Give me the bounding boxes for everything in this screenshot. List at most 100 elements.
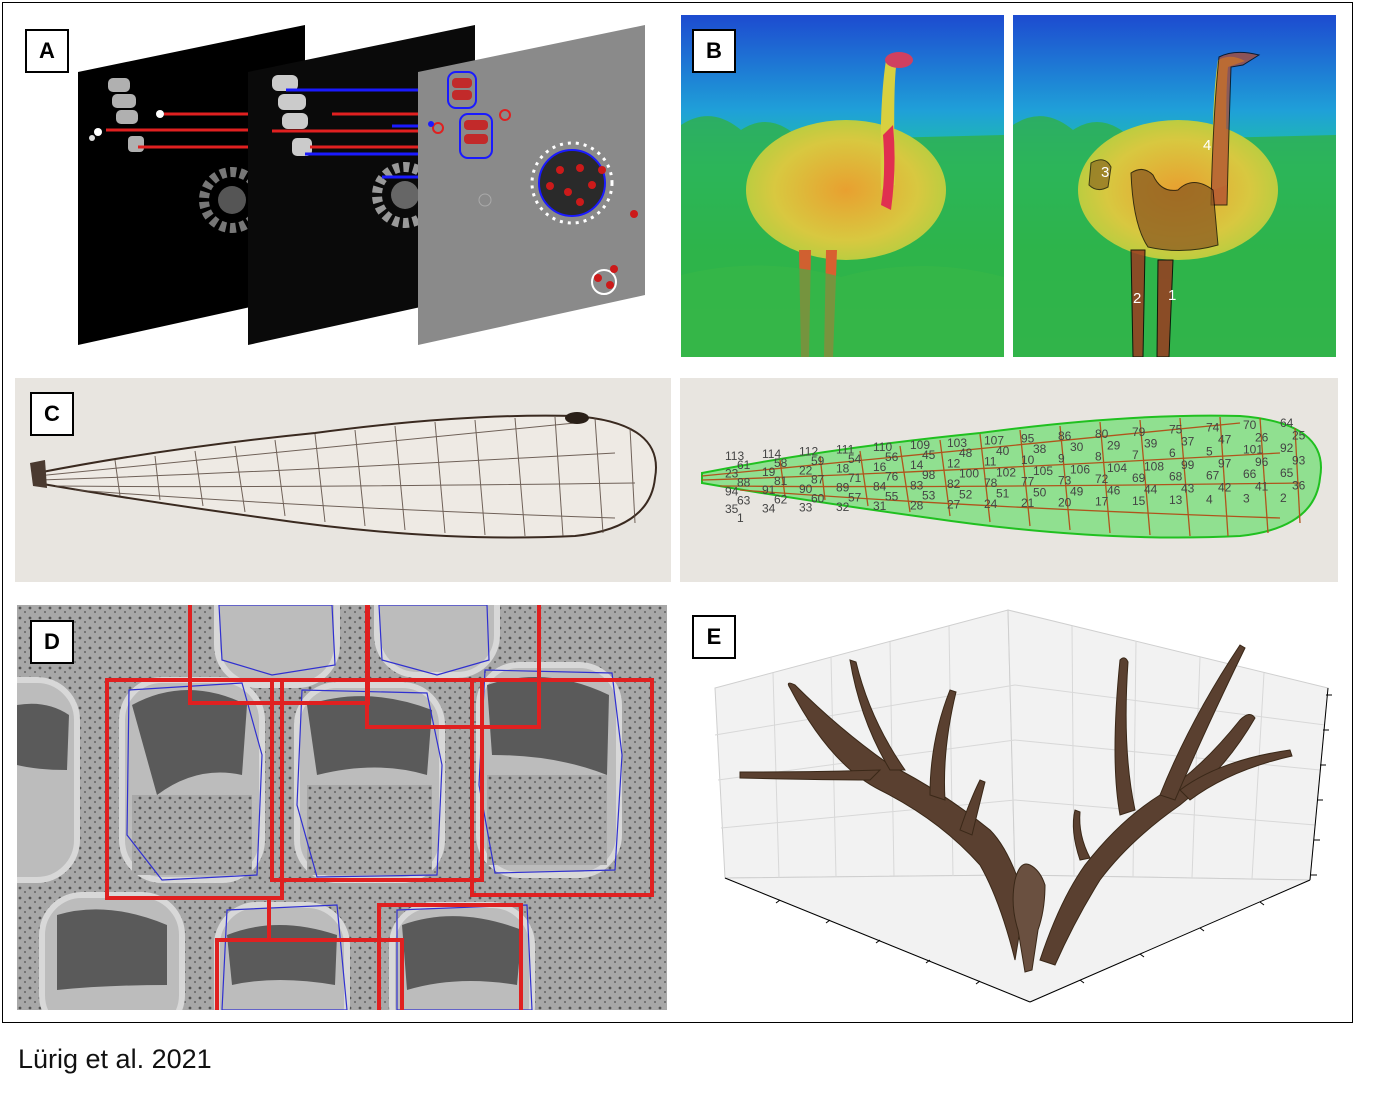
cell-number: 10 <box>1021 453 1035 467</box>
cell-number: 95 <box>1021 431 1035 445</box>
panel-d <box>17 605 667 1010</box>
cell-number: 18 <box>836 462 850 476</box>
cell-number-layer: 113 114 112 111 110 109 103 107 95 86 80 79 75 74 70 64… <box>725 416 1306 525</box>
cell-number: 57 <box>848 490 862 504</box>
cell-number: 33 <box>799 501 813 515</box>
cell-number: 60 <box>811 491 825 505</box>
cell-number: 112 <box>799 445 818 459</box>
cell-number: 107 <box>984 434 1004 448</box>
cell-number: 80 <box>1095 427 1109 441</box>
cell-number: 44 <box>1144 482 1158 496</box>
region-number: 1 <box>1168 287 1176 304</box>
cell-number: 1 <box>737 511 744 525</box>
cell-number: 71 <box>848 471 862 485</box>
panel-c-right-graphic: 113 114 112 111 110 109 103 107 95 86 80 79 75 74 70 64… <box>680 378 1338 582</box>
panel-c-left-graphic <box>15 378 671 582</box>
cell-number: 19 <box>762 465 776 479</box>
panel-a-label: A <box>25 29 69 73</box>
cell-number: 3 <box>1243 492 1250 506</box>
cell-number: 66 <box>1243 467 1257 481</box>
cell-number: 61 <box>737 458 751 472</box>
cell-number: 48 <box>959 446 973 460</box>
cell-number: 72 <box>1095 472 1109 486</box>
cell-number: 13 <box>1169 493 1183 507</box>
cell-number: 27 <box>947 498 961 512</box>
figure-caption: Lürig et al. 2021 <box>18 1044 212 1074</box>
cell-number: 45 <box>922 448 936 462</box>
panel-b-right-graphic: 1 2 3 4 <box>1013 15 1336 357</box>
cell-number: 79 <box>1132 425 1146 439</box>
cell-number: 69 <box>1132 471 1146 485</box>
cell-number: 98 <box>922 468 936 482</box>
cell-number: 56 <box>885 450 899 464</box>
cell-number: 37 <box>1181 434 1195 448</box>
cell-number: 5 <box>1206 444 1213 458</box>
cell-number: 43 <box>1181 481 1195 495</box>
cell-number: 111 <box>836 442 855 456</box>
cell-number: 34 <box>762 501 776 515</box>
cell-number: 99 <box>1181 458 1195 472</box>
cell-number: 91 <box>762 483 776 497</box>
cell-number: 24 <box>984 497 998 511</box>
cell-number: 88 <box>737 476 751 490</box>
cell-number: 26 <box>1255 430 1269 444</box>
cell-number: 36 <box>1292 479 1306 493</box>
cell-number: 100 <box>959 467 979 481</box>
cell-number: 102 <box>996 465 1016 479</box>
cell-number: 29 <box>1107 438 1121 452</box>
cell-number: 77 <box>1021 475 1035 489</box>
panel-a-graphic <box>78 25 645 345</box>
cell-number: 92 <box>1280 441 1294 455</box>
panel-b-left <box>681 15 1004 357</box>
panel-c-left <box>15 378 671 582</box>
cell-number: 17 <box>1095 495 1109 509</box>
cell-number: 14 <box>910 458 924 472</box>
panel-c-label: C <box>30 392 74 436</box>
cell-number: 59 <box>811 454 825 468</box>
cell-number: 49 <box>1070 484 1084 498</box>
region-number: 4 <box>1203 137 1211 154</box>
cell-number: 67 <box>1206 468 1220 482</box>
cell-number: 90 <box>799 482 813 496</box>
cell-number: 108 <box>1144 459 1164 473</box>
cell-number: 9 <box>1058 451 1065 465</box>
cell-number: 8 <box>1095 450 1102 464</box>
cell-number: 105 <box>1033 464 1053 478</box>
cell-number: 31 <box>873 499 887 513</box>
cell-number: 38 <box>1033 442 1047 456</box>
cell-number: 73 <box>1058 473 1072 487</box>
panel-b-left-graphic <box>681 15 1004 357</box>
cell-number: 104 <box>1107 461 1127 475</box>
cell-number: 110 <box>873 440 892 454</box>
cell-number: 30 <box>1070 440 1084 454</box>
cell-number: 39 <box>1144 436 1158 450</box>
cell-number: 113 <box>725 449 744 463</box>
cell-number: 94 <box>725 484 739 498</box>
cell-number: 50 <box>1033 485 1047 499</box>
cell-number: 62 <box>774 492 788 506</box>
cell-number: 114 <box>762 447 781 461</box>
cell-number: 81 <box>774 474 788 488</box>
cell-number: 2 <box>1280 491 1287 505</box>
cell-number: 41 <box>1255 479 1269 493</box>
cell-number: 11 <box>984 455 997 469</box>
panel-b-label: B <box>692 29 736 73</box>
cell-number: 82 <box>947 477 961 491</box>
panel-d-label: D <box>30 620 74 664</box>
cell-number: 20 <box>1058 495 1072 509</box>
cell-number: 16 <box>873 460 887 474</box>
cell-number: 76 <box>885 470 899 484</box>
cell-number: 83 <box>910 478 924 492</box>
cell-number: 58 <box>774 456 788 470</box>
cell-number: 97 <box>1218 456 1232 470</box>
cell-number: 106 <box>1070 462 1090 476</box>
cell-number: 21 <box>1021 496 1035 510</box>
panel-a: A <box>20 20 660 360</box>
cell-number: 46 <box>1107 483 1121 497</box>
panel-d-graphic <box>17 605 667 1010</box>
cell-number: 74 <box>1206 420 1220 434</box>
cell-number: 96 <box>1255 455 1269 469</box>
cell-number: 55 <box>885 489 899 503</box>
panel-b-right: 1 2 3 4 <box>1013 15 1336 357</box>
cell-number: 51 <box>996 486 1010 500</box>
